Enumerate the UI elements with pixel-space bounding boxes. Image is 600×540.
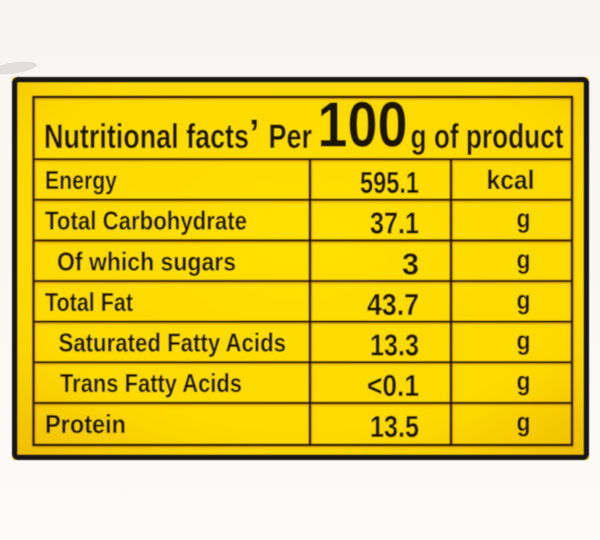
svg-text:Trans Fatty Acids: Trans Fatty Acids [60,368,242,398]
svg-text:Total Carbohydrate: Total Carbohydrate [45,206,247,236]
svg-text:13.5: 13.5 [370,409,419,444]
svg-text:Per: Per [269,118,313,156]
svg-text:Total Fat: Total Fat [45,287,133,317]
svg-text:’: ’ [249,113,260,155]
svg-text:<0.1: <0.1 [367,368,419,403]
svg-text:kcal: kcal [487,165,535,195]
svg-text:g: g [517,285,531,315]
svg-text:Protein: Protein [45,409,126,439]
svg-text:g: g [517,244,531,274]
svg-text:100: 100 [318,89,408,161]
svg-text:g: g [517,204,531,234]
svg-text:37.1: 37.1 [370,206,419,241]
svg-text:Nutritional facts: Nutritional facts [44,118,249,156]
svg-text:43.7: 43.7 [367,287,419,322]
svg-text:3: 3 [402,246,419,281]
svg-text:13.3: 13.3 [370,328,419,363]
svg-text:595.1: 595.1 [360,165,419,200]
svg-text:g: g [517,366,531,396]
svg-text:Saturated Fatty Acids: Saturated Fatty Acids [59,328,287,358]
svg-text:g: g [517,407,531,437]
svg-text:g: g [517,326,531,356]
svg-text:Energy: Energy [45,165,117,195]
svg-text:Of which sugars: Of which sugars [57,246,236,276]
svg-text:g of product: g of product [411,118,564,156]
